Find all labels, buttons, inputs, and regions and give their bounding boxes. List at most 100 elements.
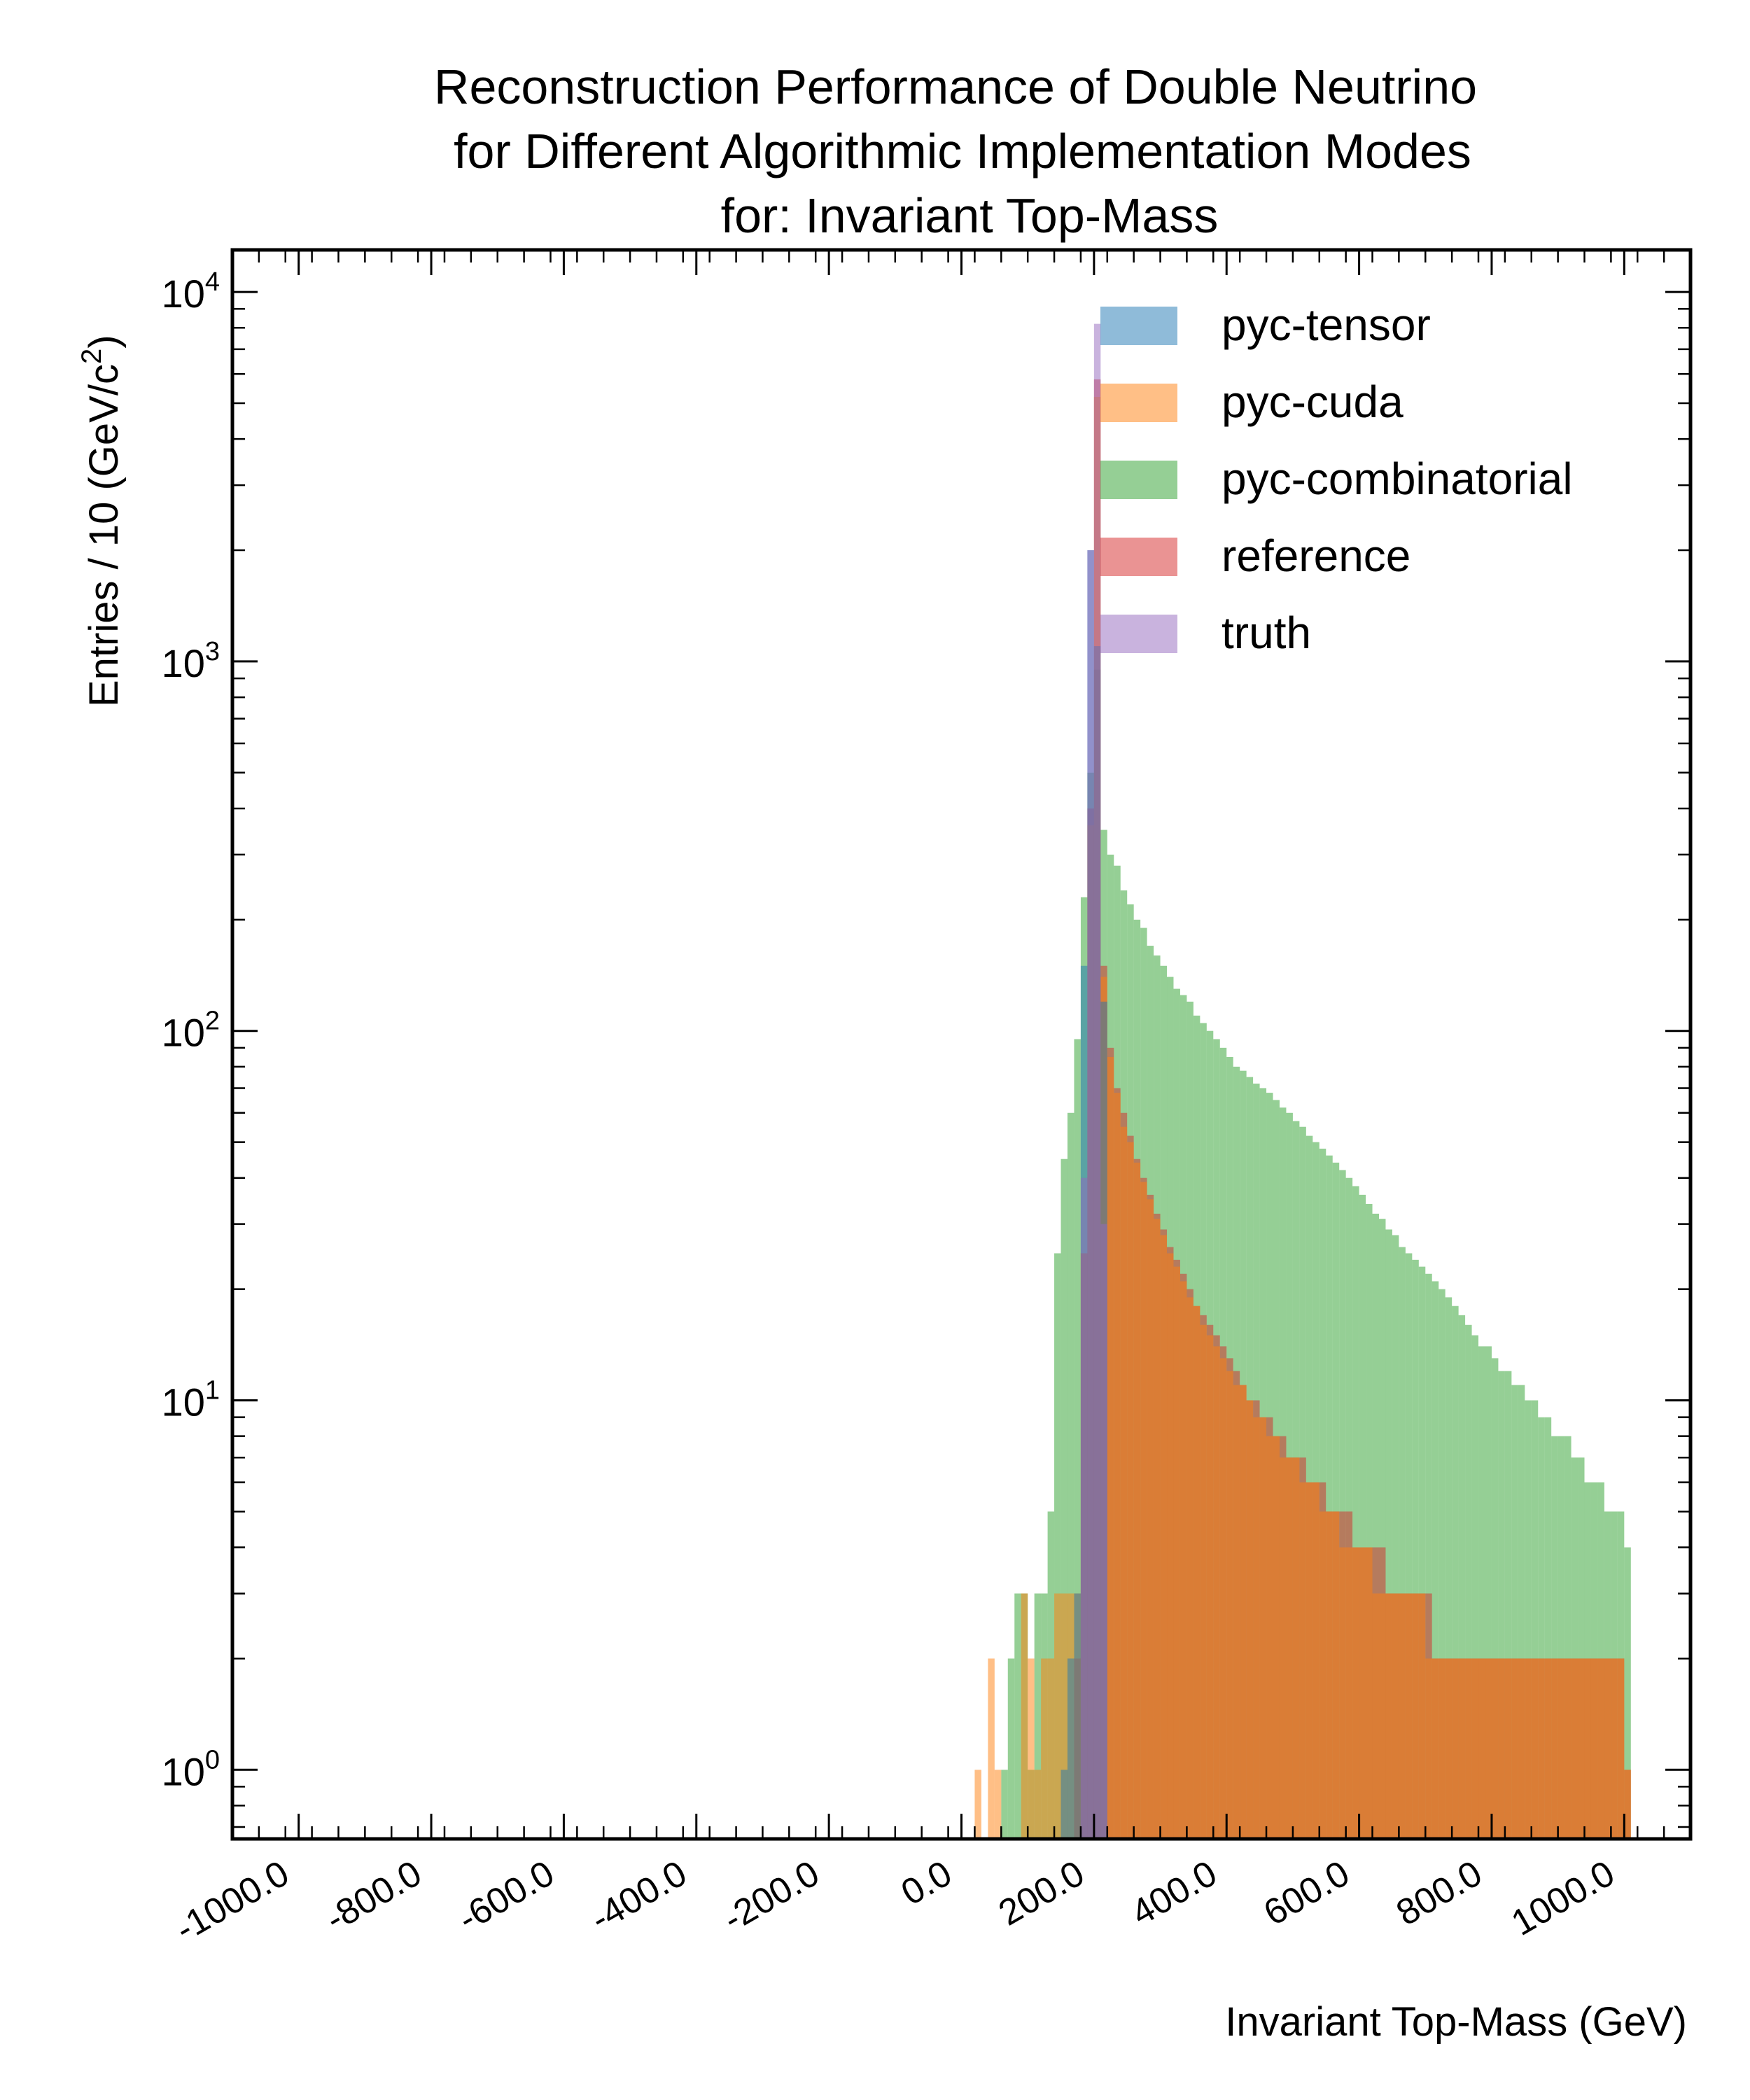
- chart-title: Reconstruction Performance of Double Neu…: [434, 59, 1477, 243]
- bar-pyc-cuda-50: [994, 1770, 1002, 1839]
- y-tick-label: 101: [162, 1376, 220, 1424]
- bar-pyc-cuda-150: [1060, 1593, 1068, 1839]
- bar-pyc-cuda-860: [1531, 1658, 1539, 1839]
- bar-pyc-cuda-520: [1306, 1482, 1313, 1839]
- bar-pyc-cuda-330: [1180, 1281, 1187, 1839]
- bar-pyc-cuda-720: [1438, 1658, 1446, 1839]
- legend: pyc-tensor pyc-cuda pyc-combinatorial refer…: [1100, 300, 1573, 658]
- bar-pyc-cuda-440: [1253, 1417, 1260, 1839]
- y-tick-label: 103: [162, 637, 220, 685]
- bar-pyc-combinatorial-610: [1366, 1203, 1373, 1839]
- bar-pyc-cuda-980: [1611, 1658, 1618, 1839]
- y-tick-exponent: 4: [205, 267, 220, 297]
- y-axis-label-main: Entries / 10 (GeV/c: [81, 364, 127, 707]
- bar-pyc-cuda-920: [1571, 1658, 1578, 1839]
- bar-pyc-tensor-160: [1067, 1658, 1074, 1839]
- bar-pyc-cuda-120: [1041, 1658, 1048, 1839]
- y-tick-label: 102: [162, 1007, 220, 1055]
- bar-pyc-combinatorial-740: [1452, 1306, 1459, 1839]
- bar-pyc-combinatorial-700: [1425, 1273, 1432, 1839]
- y-tick-exponent: 1: [205, 1376, 220, 1405]
- bar-pyc-combinatorial-660: [1399, 1247, 1406, 1839]
- bar-pyc-cuda-560: [1332, 1511, 1340, 1839]
- bar-pyc-combinatorial-850: [1525, 1400, 1532, 1839]
- bar-pyc-cuda-580: [1345, 1547, 1353, 1839]
- x-tick-label: 200.0: [992, 1853, 1091, 1933]
- bar-pyc-combinatorial-800: [1491, 1358, 1499, 1839]
- x-tick-label: 800.0: [1390, 1853, 1489, 1933]
- y-tick-base: 10: [162, 641, 205, 685]
- bar-pyc-tensor-170: [1074, 1593, 1081, 1839]
- y-axis-label-sup: 2: [76, 349, 107, 364]
- y-tick-base: 10: [162, 1011, 205, 1055]
- y-tick-base: 10: [162, 272, 205, 316]
- x-tick-label: -1000.0: [169, 1853, 296, 1949]
- legend-label-truth: truth: [1222, 608, 1311, 658]
- bar-pyc-cuda-250: [1127, 1142, 1134, 1839]
- bar-pyc-combinatorial-570: [1339, 1170, 1346, 1839]
- bar-pyc-cuda-90: [1021, 1593, 1028, 1839]
- bar-pyc-cuda-370: [1206, 1335, 1214, 1839]
- bar-pyc-combinatorial-870: [1538, 1417, 1545, 1839]
- y-tick-base: 10: [162, 1380, 205, 1424]
- bar-truth-180: [1080, 1177, 1088, 1839]
- bar-pyc-cuda-420: [1240, 1385, 1247, 1839]
- bar-truth-200: [1093, 323, 1101, 1839]
- bar-pyc-cuda-570: [1339, 1547, 1346, 1839]
- bar-pyc-cuda-680: [1412, 1593, 1419, 1839]
- bar-pyc-cuda-650: [1392, 1593, 1399, 1839]
- bar-pyc-combinatorial-560: [1332, 1162, 1340, 1839]
- bar-pyc-combinatorial-680: [1412, 1259, 1419, 1839]
- bar-pyc-cuda-870: [1538, 1658, 1545, 1839]
- bar-pyc-cuda-990: [1617, 1658, 1625, 1839]
- x-tick-labels: -1000.0 -800.0 -600.0 -400.0 -200.0 0.0 200.0 4…: [169, 1853, 1621, 1949]
- bar-pyc-cuda-320: [1173, 1266, 1180, 1839]
- bar-pyc-cuda-410: [1233, 1385, 1240, 1839]
- bar-pyc-cuda-940: [1584, 1658, 1591, 1839]
- series-truth: [1080, 323, 1107, 1839]
- bar-pyc-combinatorial-840: [1518, 1385, 1525, 1839]
- bar-pyc-cuda-930: [1578, 1658, 1585, 1839]
- bar-pyc-cuda-890: [1551, 1658, 1558, 1839]
- bar-pyc-cuda-470: [1273, 1436, 1280, 1839]
- x-tick-label: 600.0: [1257, 1853, 1357, 1933]
- bar-pyc-cuda-310: [1167, 1253, 1174, 1839]
- legend-label-pyc-combinatorial: pyc-combinatorial: [1222, 454, 1573, 504]
- bar-pyc-combinatorial-670: [1405, 1253, 1413, 1839]
- bar-pyc-combinatorial-60: [1001, 1770, 1008, 1839]
- bar-pyc-combinatorial-720: [1438, 1289, 1446, 1839]
- bar-pyc-combinatorial-860: [1531, 1400, 1539, 1839]
- bar-pyc-combinatorial-920: [1571, 1457, 1578, 1839]
- bar-pyc-combinatorial-150: [1060, 1158, 1068, 1839]
- bar-pyc-cuda-40: [988, 1658, 995, 1839]
- bar-pyc-cuda-950: [1590, 1658, 1598, 1839]
- y-tick-exponent: 2: [205, 1007, 220, 1036]
- x-tick-label: -600.0: [451, 1853, 561, 1940]
- x-tick-label: -800.0: [318, 1853, 428, 1940]
- bar-pyc-combinatorial-730: [1445, 1297, 1452, 1839]
- bar-pyc-cuda-540: [1319, 1511, 1326, 1839]
- bar-pyc-cuda-750: [1458, 1658, 1466, 1839]
- bar-pyc-cuda-450: [1259, 1417, 1267, 1839]
- histogram-bars: [974, 323, 1631, 1840]
- bar-pyc-cuda-1000: [1624, 1770, 1631, 1839]
- title-line-1: Reconstruction Performance of Double Neu…: [434, 59, 1477, 114]
- bar-pyc-combinatorial-880: [1544, 1417, 1552, 1839]
- bar-pyc-cuda-600: [1359, 1547, 1366, 1839]
- legend-label-pyc-tensor: pyc-tensor: [1222, 300, 1431, 350]
- bar-pyc-combinatorial-620: [1372, 1213, 1379, 1839]
- x-tick-label: -200.0: [716, 1853, 826, 1940]
- bar-pyc-cuda-670: [1405, 1593, 1413, 1839]
- bar-pyc-cuda-500: [1292, 1457, 1300, 1839]
- bar-pyc-combinatorial-80: [1014, 1593, 1021, 1839]
- x-axis-label: Invariant Top-Mass (GeV): [1225, 1999, 1687, 2045]
- bar-pyc-cuda-270: [1140, 1182, 1147, 1839]
- legend-label-pyc-cuda: pyc-cuda: [1222, 377, 1404, 427]
- legend-swatch-reference: [1100, 538, 1177, 576]
- bar-pyc-cuda-530: [1312, 1482, 1320, 1839]
- bar-pyc-combinatorial-580: [1345, 1177, 1353, 1839]
- bar-pyc-cuda-910: [1564, 1658, 1572, 1839]
- bar-pyc-cuda-140: [1054, 1593, 1061, 1839]
- bar-pyc-combinatorial-770: [1471, 1335, 1479, 1839]
